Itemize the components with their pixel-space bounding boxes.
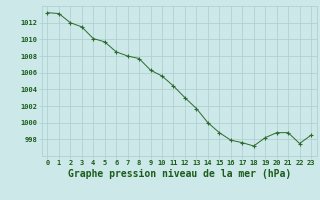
- X-axis label: Graphe pression niveau de la mer (hPa): Graphe pression niveau de la mer (hPa): [68, 169, 291, 179]
